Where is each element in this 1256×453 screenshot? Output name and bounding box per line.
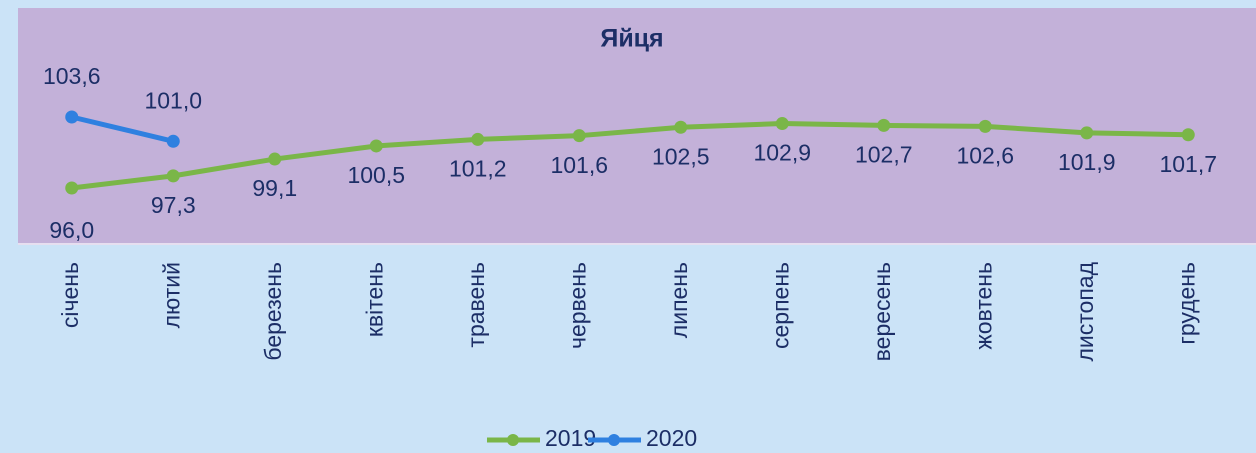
- data-point: [65, 181, 79, 195]
- x-tick-label: серпень: [767, 262, 793, 349]
- x-tick-label: вересень: [869, 262, 895, 361]
- x-tick-label: травень: [463, 262, 489, 348]
- data-label: 99,1: [252, 175, 297, 201]
- data-point: [369, 139, 383, 153]
- data-point: [65, 110, 79, 124]
- x-tick-label: жовтень: [970, 262, 996, 350]
- legend-label: 2020: [646, 425, 697, 451]
- x-tick-label: лютий: [158, 262, 184, 328]
- series-line: [71, 114, 174, 144]
- legend-label: 2019: [545, 425, 596, 451]
- data-point: [1080, 126, 1094, 140]
- x-tick-label: червень: [564, 262, 590, 349]
- legend-marker: [608, 434, 620, 446]
- data-label: 97,3: [151, 192, 196, 218]
- data-point: [268, 152, 282, 166]
- data-label: 101,9: [1058, 149, 1116, 175]
- data-label: 101,0: [144, 87, 202, 113]
- x-tick-label: липень: [666, 262, 692, 338]
- x-tick-label: грудень: [1173, 262, 1199, 345]
- data-point: [572, 129, 586, 143]
- x-tick-label: листопад: [1072, 261, 1098, 361]
- data-label: 102,5: [652, 143, 710, 169]
- legend-marker: [507, 434, 519, 446]
- data-label: 102,7: [855, 141, 913, 167]
- data-point: [877, 118, 891, 132]
- plot-area: [18, 8, 1256, 244]
- data-point: [166, 169, 180, 183]
- data-label: 102,6: [956, 142, 1014, 168]
- data-point: [775, 117, 789, 131]
- data-label: 102,9: [753, 140, 811, 166]
- data-label: 96,0: [49, 217, 94, 243]
- data-label: 100,5: [347, 162, 405, 188]
- data-label: 101,6: [550, 152, 608, 178]
- data-point: [166, 134, 180, 148]
- data-point: [1181, 128, 1195, 142]
- x-tick-label: березень: [260, 262, 286, 361]
- data-label: 101,2: [449, 155, 507, 181]
- data-label: 103,6: [43, 63, 101, 89]
- series-line: [71, 121, 1189, 191]
- data-point: [978, 119, 992, 133]
- x-tick-label: січень: [57, 262, 83, 328]
- data-point: [674, 120, 688, 134]
- data-label: 101,7: [1159, 151, 1217, 177]
- x-tick-label: квітень: [361, 262, 387, 337]
- chart-title: Яйця: [600, 25, 663, 53]
- data-point: [471, 132, 485, 146]
